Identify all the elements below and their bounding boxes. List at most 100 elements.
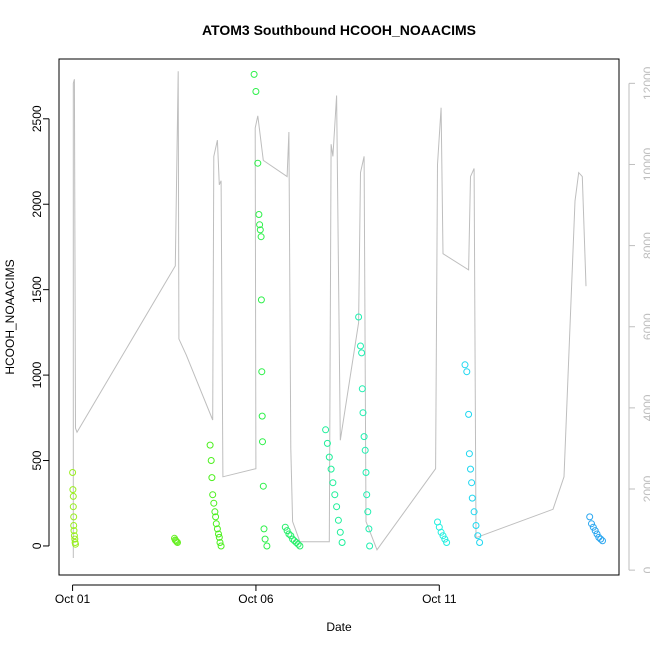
data-point-s9 [588, 520, 595, 528]
data-point-s0 [71, 535, 79, 543]
data-point-s9 [586, 513, 594, 521]
data-point-s6 [357, 342, 364, 350]
data-point-s3 [259, 482, 267, 490]
data-point-s0 [70, 527, 78, 535]
data-point-s6 [366, 542, 374, 550]
data-point-s6 [362, 469, 370, 476]
data-point-s3 [257, 233, 265, 241]
data-point-s6 [360, 433, 368, 441]
data-point-s9 [593, 530, 601, 538]
data-point-s8 [470, 508, 478, 516]
data-point-s7 [439, 532, 447, 540]
data-point-s5 [331, 491, 339, 499]
data-point-s5 [325, 453, 333, 461]
data-point-s2 [215, 530, 222, 538]
data-points-layer [69, 70, 606, 550]
y-tick-label: 1000 [30, 361, 44, 388]
data-point-s8 [468, 494, 476, 502]
data-point-s0 [69, 503, 77, 511]
y2-tick-label: 4000 [641, 394, 650, 421]
data-point-s7 [441, 535, 449, 543]
data-point-s2 [213, 525, 221, 533]
data-point-s3 [258, 368, 266, 376]
data-point-s0 [69, 486, 77, 494]
data-point-s8 [463, 368, 471, 376]
data-point-s0 [70, 522, 78, 529]
data-point-s0 [69, 469, 77, 476]
y-tick-label: 500 [30, 450, 44, 470]
data-point-s2 [207, 457, 215, 464]
data-point-s8 [465, 410, 473, 418]
data-point-s7 [437, 528, 445, 536]
data-point-s6 [364, 508, 372, 516]
data-point-s6 [358, 385, 366, 393]
data-point-s5 [329, 479, 337, 487]
y2-tick-label: 10000 [641, 147, 650, 181]
data-point-s2 [217, 542, 225, 550]
data-point-s3 [259, 438, 266, 446]
y2-axis: 0 2000 4000 6000 8000 10000 12000 [628, 66, 650, 573]
data-point-s8 [472, 522, 480, 529]
data-point-s5 [322, 426, 330, 434]
data-point-s8 [465, 450, 473, 458]
data-point-s3 [258, 412, 266, 420]
data-point-s3 [261, 535, 269, 543]
data-point-s7 [443, 539, 451, 546]
y2-tick-label: 12000 [641, 66, 650, 100]
data-point-s3 [263, 542, 271, 550]
data-point-s1 [173, 538, 181, 546]
data-point-s2 [212, 513, 220, 521]
data-point-s2 [215, 533, 223, 541]
data-point-s6 [361, 446, 369, 454]
x-tick-label: Oct 06 [238, 592, 274, 606]
data-point-s3 [254, 159, 262, 167]
data-point-s2 [212, 520, 220, 528]
data-point-s6 [355, 313, 363, 321]
data-point-s0 [70, 532, 78, 540]
data-point-s4 [296, 542, 304, 550]
data-point-s4 [287, 532, 295, 540]
data-point-s3 [260, 525, 268, 533]
data-point-s9 [589, 523, 597, 531]
y-tick-label: 2000 [30, 191, 44, 218]
data-point-s9 [599, 537, 606, 545]
data-point-s9 [597, 535, 605, 543]
data-point-s4 [281, 523, 289, 531]
y-axis: 0 500 1000 1500 2000 2500 [30, 105, 50, 549]
altitude-trace-layer [72, 71, 587, 558]
data-point-s3 [256, 226, 264, 234]
y2-tick-label: 0 [641, 566, 650, 573]
data-point-s1 [174, 539, 181, 546]
data-point-s5 [327, 465, 335, 473]
data-point-s6 [359, 409, 367, 417]
data-point-s6 [363, 491, 371, 499]
y-tick-label: 0 [30, 542, 44, 549]
data-point-s3 [257, 296, 265, 304]
data-point-s1 [172, 537, 180, 545]
data-point-s5 [334, 516, 342, 524]
data-point-s8 [468, 479, 476, 487]
y-tick-label: 1500 [30, 276, 44, 303]
data-point-s6 [358, 349, 366, 357]
data-point-s4 [294, 540, 302, 548]
data-point-s6 [365, 525, 373, 533]
y-axis-label: HCOOH_NOAACIMS [3, 259, 17, 374]
plot-frame [58, 58, 620, 576]
data-point-s5 [323, 439, 331, 447]
data-point-s5 [336, 528, 344, 536]
y-tick-label: 2500 [30, 105, 44, 132]
data-point-s0 [70, 513, 78, 521]
data-point-s2 [216, 539, 224, 546]
data-point-s3 [255, 211, 263, 218]
y2-tick-label: 8000 [641, 232, 650, 259]
altitude-trace-line [72, 71, 587, 558]
data-point-s0 [69, 492, 77, 500]
data-point-s8 [467, 465, 474, 473]
data-point-s2 [210, 499, 218, 507]
chart-title: ATOM3 Southbound HCOOH_NOAACIMS [202, 22, 476, 38]
data-point-s4 [285, 530, 293, 538]
data-point-s2 [211, 508, 219, 516]
data-point-s3 [252, 88, 260, 95]
data-point-s5 [333, 503, 341, 511]
